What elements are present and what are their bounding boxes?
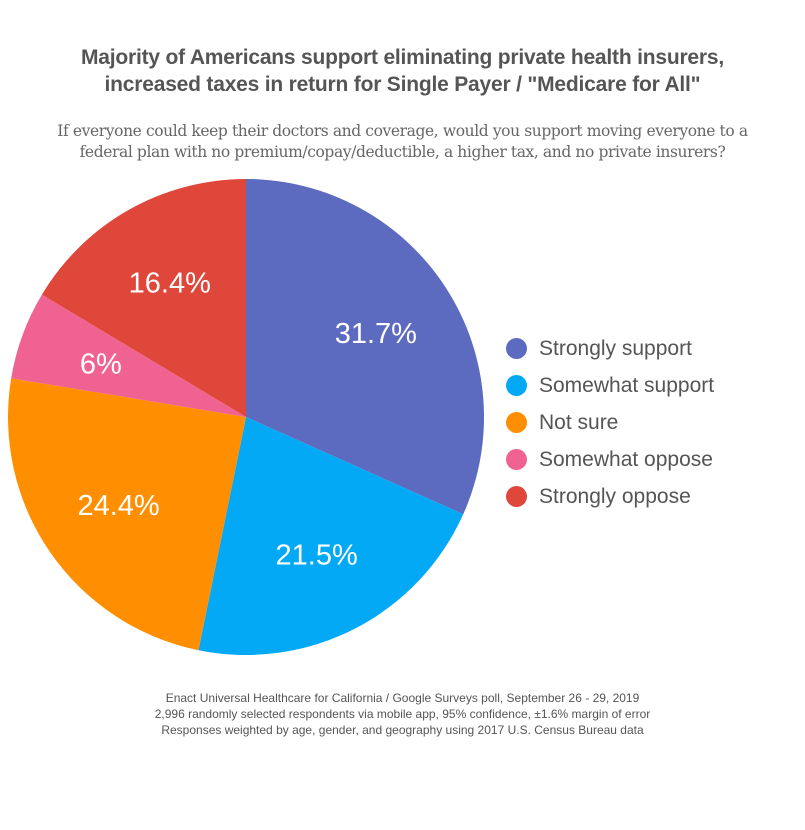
footer-line: Enact Universal Healthcare for Californi…	[165, 691, 640, 705]
legend-item: Strongly support	[506, 330, 714, 367]
legend-label: Not sure	[539, 410, 619, 434]
slice-label: 16.4%	[129, 267, 211, 299]
chart-title: Majority of Americans support eliminatin…	[0, 44, 805, 98]
legend-label: Strongly oppose	[539, 484, 691, 508]
slice-label: 6%	[80, 349, 122, 381]
footer-line: Responses weighted by age, gender, and g…	[161, 723, 644, 737]
legend-swatch	[506, 449, 527, 470]
legend-swatch	[506, 338, 527, 359]
legend-label: Somewhat support	[539, 373, 715, 397]
legend-swatch	[506, 486, 527, 507]
legend-item: Somewhat oppose	[506, 441, 714, 478]
pie-slice-strongly-oppose	[41, 179, 246, 417]
slice-label: 21.5%	[276, 540, 358, 572]
legend-swatch	[506, 375, 527, 396]
legend-label: Strongly support	[539, 336, 692, 360]
slice-label: 24.4%	[77, 490, 159, 522]
legend-item: Not sure	[506, 404, 714, 441]
pie-slice-not-sure	[8, 378, 247, 651]
legend-item: Strongly oppose	[506, 478, 714, 515]
title-line-2: increased taxes in return for Single Pay…	[104, 73, 701, 96]
title-line-1: Majority of Americans support eliminatin…	[81, 46, 724, 69]
legend-swatch	[506, 412, 527, 433]
footer-line: 2,996 randomly selected respondents via …	[154, 707, 651, 721]
pie-slice-somewhat-support	[198, 417, 464, 655]
legend-label: Somewhat oppose	[539, 447, 713, 471]
chart-subtitle: If everyone could keep their doctors and…	[57, 122, 748, 161]
legend-item: Somewhat support	[506, 367, 714, 404]
pie-slice-strongly-support	[246, 179, 485, 515]
legend: Strongly support Somewhat support Not sure…	[506, 330, 714, 515]
pie-slice-somewhat-oppose	[11, 294, 246, 417]
chart-footer: Enact Universal Healthcare for Californi…	[0, 690, 805, 738]
slice-label: 31.7%	[335, 318, 417, 350]
